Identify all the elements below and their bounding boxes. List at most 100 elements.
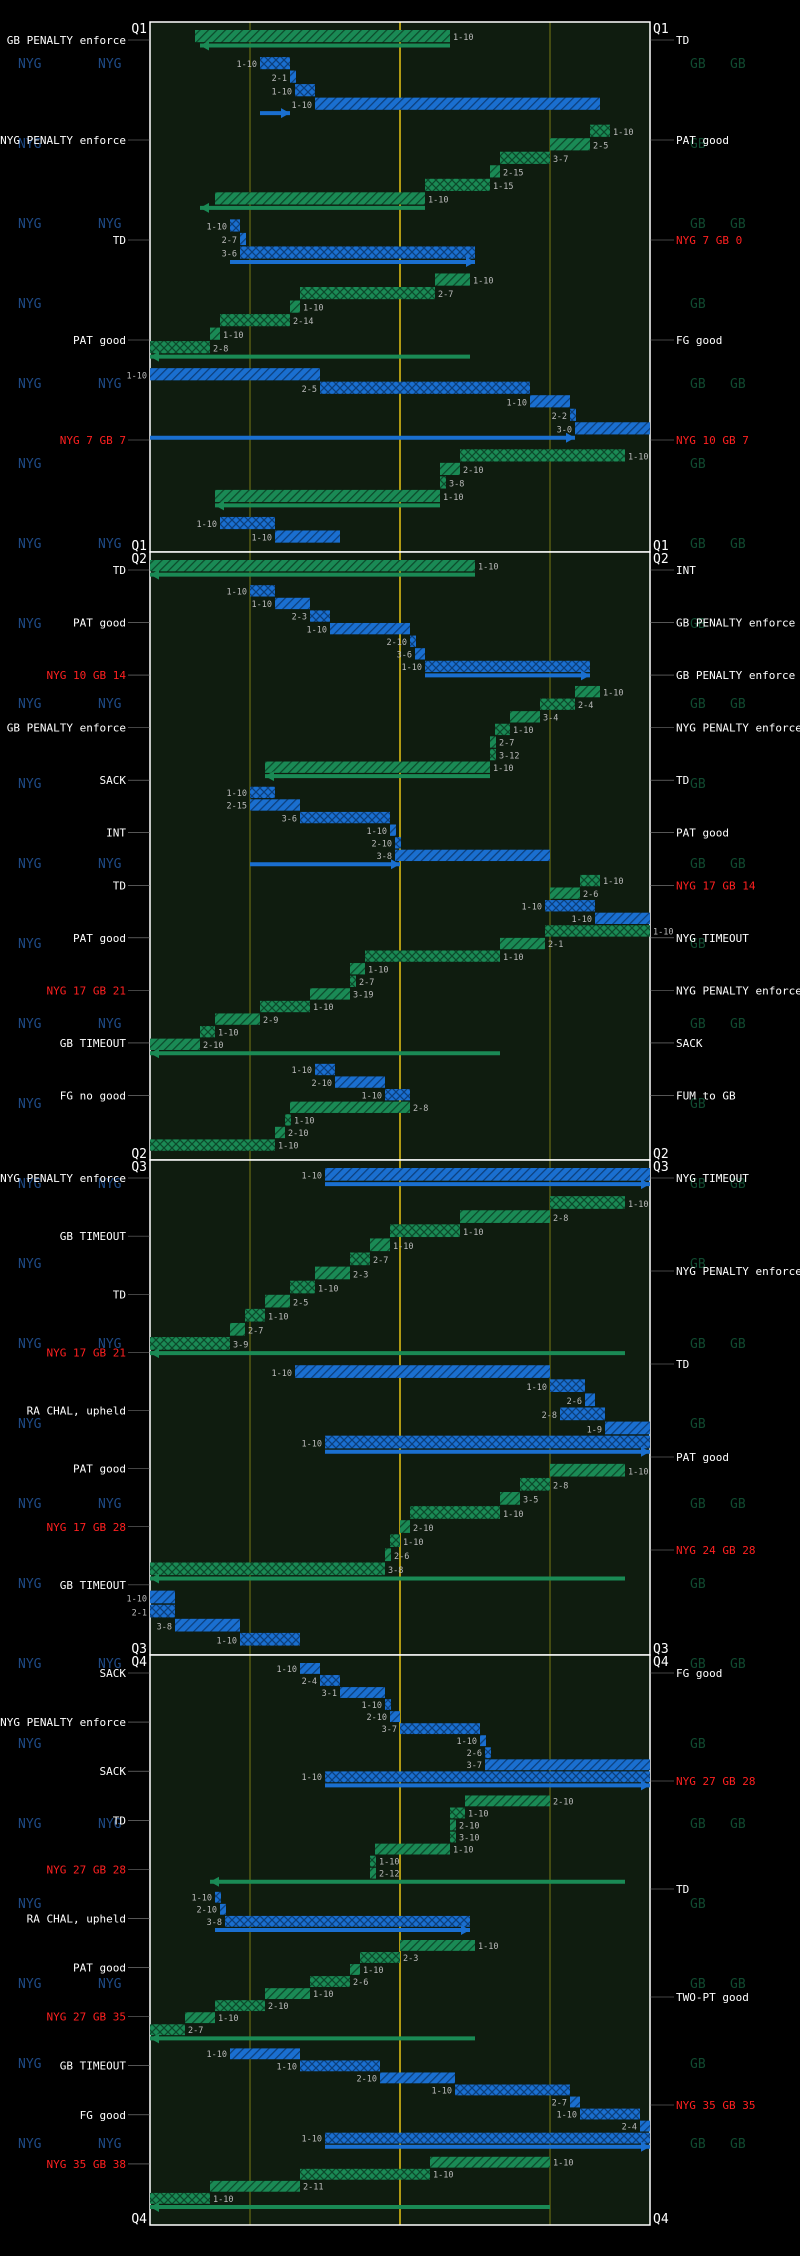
watermark-home: NYG: [98, 1017, 122, 1032]
play-bar: [435, 273, 470, 286]
play-bar: [395, 849, 550, 862]
down-distance-label: 1-10: [457, 1737, 477, 1747]
play-bar: [310, 1976, 350, 1987]
annotation-left: NYG 17 GB 21: [47, 984, 126, 997]
annotation-right: FUM to GB: [676, 1089, 736, 1102]
watermark-home: NYG: [18, 857, 42, 872]
annotation-left: FG good: [80, 2109, 126, 2122]
annotation-right: FG good: [676, 334, 722, 347]
annotation-left: TD: [113, 234, 126, 247]
play-bar: [275, 1126, 285, 1139]
down-distance-label: 2-7: [222, 236, 237, 246]
down-distance-label: 1-10: [302, 1773, 322, 1783]
down-distance-label: 3-8: [388, 1566, 403, 1576]
annotation-left: GB TIMEOUT: [60, 1579, 127, 1592]
watermark-away: GB: [730, 1177, 746, 1192]
play-bar: [605, 1421, 650, 1435]
down-distance-label: 1-10: [252, 600, 272, 610]
annotation-right: NYG 7 GB 0: [676, 234, 742, 247]
play-bar: [200, 1026, 215, 1038]
watermark-home: NYG: [18, 1497, 42, 1512]
annotation-left: NYG 17 GB 28: [47, 1521, 126, 1534]
annotation-right: NYG PENALTY enforce: [676, 722, 800, 735]
kick-arrowhead: [641, 1179, 650, 1190]
annotation-left: GB TIMEOUT: [60, 1037, 127, 1050]
kick-arrowhead: [200, 40, 209, 51]
down-distance-label: 2-6: [583, 890, 598, 900]
play-bar: [325, 2132, 650, 2144]
quarter-label: Q4: [653, 1655, 669, 1670]
down-distance-label: 3-10: [459, 1833, 479, 1843]
drive-GB: 1-10 2-10 3-8: [440, 449, 648, 490]
play-bar: [350, 963, 365, 975]
watermark-home: NYG: [18, 937, 42, 952]
down-distance-label: 1-10: [493, 764, 513, 774]
quarter-label: Q4: [131, 2212, 147, 2227]
quarter-label: Q2: [131, 552, 147, 567]
down-distance-label: 1-10: [473, 277, 493, 287]
play-bar: [260, 1000, 310, 1013]
down-distance-label: 3-0: [557, 425, 572, 435]
down-distance-label: 1-10: [603, 877, 623, 887]
play-bar: [350, 1964, 360, 1975]
down-distance-label: 3-12: [499, 751, 519, 761]
down-distance-label: 1-10: [393, 1242, 413, 1252]
down-distance-label: 1-10: [227, 588, 247, 598]
play-bar: [275, 597, 310, 610]
quarter-label: Q3: [653, 1642, 669, 1657]
down-distance-label: 3-8: [449, 480, 464, 490]
kick-arrowhead: [566, 432, 575, 443]
drive-NYG: 1-102-11-101-10: [237, 57, 600, 119]
down-distance-label: 2-1: [272, 74, 287, 84]
down-distance-label: 1-10: [292, 101, 312, 111]
down-distance-label: 1-9: [587, 1425, 602, 1435]
annotation-right: SACK: [676, 1037, 703, 1050]
down-distance-label: 1-10: [503, 953, 523, 963]
watermark-away: GB: [690, 937, 706, 952]
annotation-left: NYG 27 GB 28: [47, 1863, 126, 1876]
down-distance-label: 1-10: [227, 789, 247, 799]
watermark-away: GB: [690, 1417, 706, 1432]
kick-arrowhead: [150, 2201, 159, 2212]
play-bar: [175, 1618, 240, 1632]
watermark-away: GB: [690, 1817, 706, 1832]
watermark-away: GB: [690, 217, 706, 232]
kick-arrowhead: [200, 202, 209, 213]
watermark-away: GB: [690, 1097, 706, 1112]
down-distance-label: 2-5: [593, 141, 608, 151]
down-distance-label: 2-10: [357, 2074, 377, 2084]
down-distance-label: 2-3: [403, 1954, 418, 1964]
play-bar: [300, 287, 435, 300]
watermark-away: GB: [730, 537, 746, 552]
play-bar: [150, 1590, 175, 1604]
play-bar: [150, 1139, 275, 1151]
watermark-home: NYG: [98, 1657, 122, 1672]
down-distance-label: 2-8: [213, 344, 228, 354]
watermark-home: NYG: [18, 137, 42, 152]
annotation-right: PAT good: [676, 827, 729, 840]
drive-NYG: 1-10 2-4 3-1 1-10 2-10 3-7 1-10 2-6 3-7: [277, 1663, 650, 1771]
watermark-home: NYG: [98, 1497, 122, 1512]
annotation-right: NYG 35 GB 35: [676, 2099, 755, 2112]
play-bar: [240, 246, 475, 259]
down-distance-label: 2-10: [459, 1821, 479, 1831]
down-distance-label: 1-10: [432, 2086, 452, 2096]
kick-arrowhead: [391, 859, 400, 870]
play-bar: [380, 2072, 455, 2084]
drive-GB: 2-10 1-10 2-10 3-10 1-10 1-10 2-12: [210, 1795, 625, 1887]
watermark-away: GB: [730, 377, 746, 392]
play-bar: [580, 2108, 640, 2120]
down-distance-label: 2-7: [188, 2026, 203, 2036]
annotation-left: NYG PENALTY enforce: [0, 1172, 126, 1185]
watermark-away: GB: [690, 1657, 706, 1672]
down-distance-label: 1-10: [367, 827, 387, 837]
down-distance-label: 2-10: [553, 1797, 573, 1807]
play-bar: [300, 1663, 320, 1674]
play-bar: [460, 1210, 550, 1223]
play-bar: [150, 560, 475, 572]
annotation-left: PAT good: [73, 1962, 126, 1975]
down-distance-label: 1-10: [613, 128, 633, 138]
play-bar: [215, 1891, 221, 1903]
watermark-away: GB: [730, 57, 746, 72]
watermark-home: NYG: [18, 697, 42, 712]
